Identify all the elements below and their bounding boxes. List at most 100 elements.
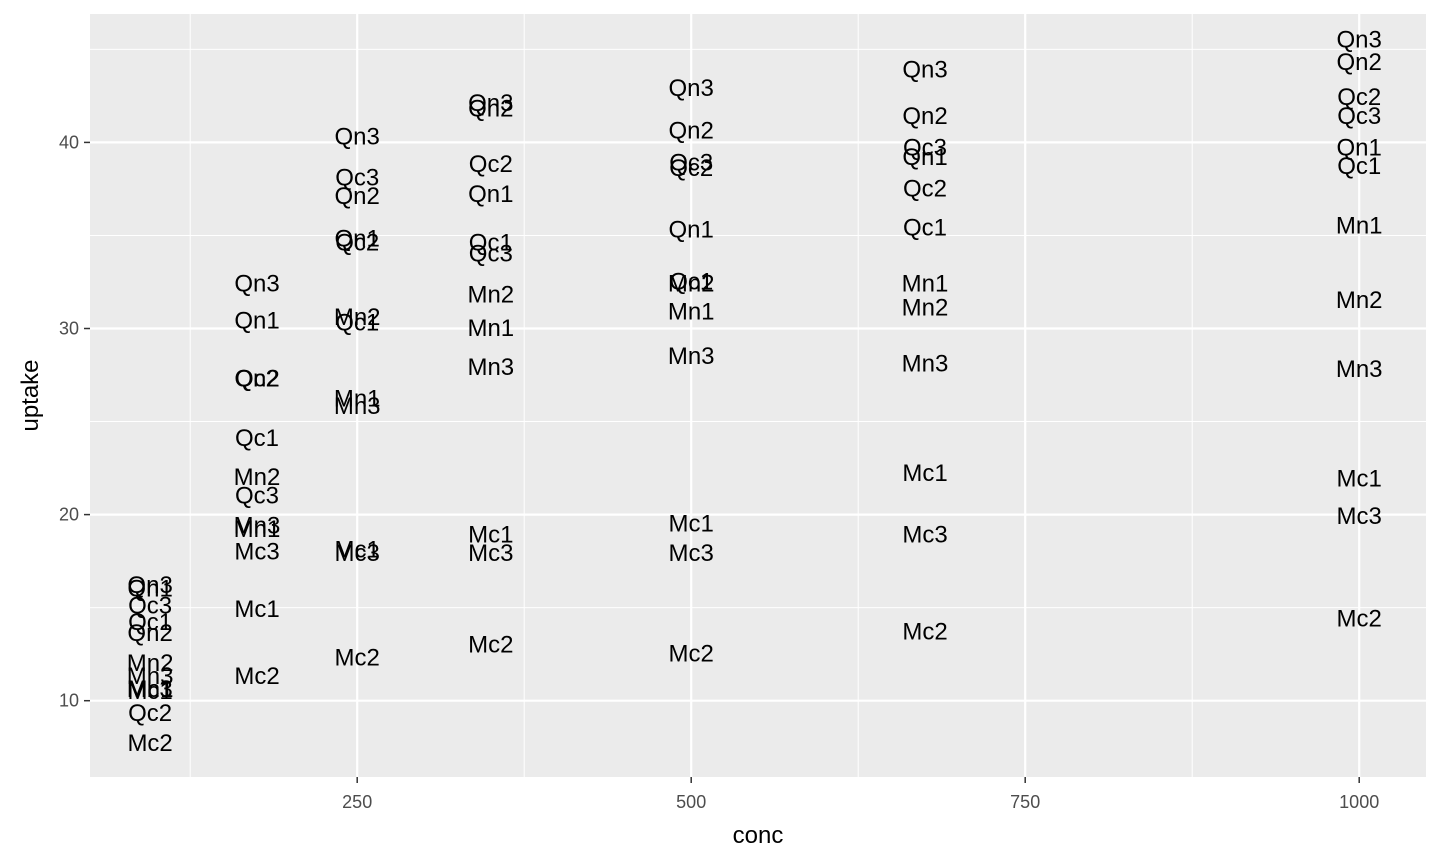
point-label: Mn3 [334,393,381,420]
y-axis-ticks: 10 20 30 40 [59,132,90,711]
point-label: Qn3 [669,75,714,102]
point-label: Mn3 [467,354,514,381]
data-points: Qn1Qn2Qn3Qc1Qc2Qc3Mn1Mn2Mn3Mc1Mc2Mc3Qn1Q… [127,27,1383,757]
point-label: Mn3 [234,512,281,539]
y-tick-label: 30 [59,319,79,339]
point-label: Qc2 [235,365,279,392]
point-label: Qn2 [1337,49,1382,76]
point-label: Qc3 [235,482,279,509]
point-label: Qn3 [1337,27,1382,54]
point-label: Qc1 [669,268,713,295]
point-label: Qc2 [903,175,947,202]
x-tick-label: 1000 [1339,792,1379,812]
point-label: Mc3 [669,540,714,567]
x-axis-title: conc [733,822,784,849]
point-label: Qn3 [468,90,513,117]
minor-gridlines [90,14,1426,777]
point-label: Mc2 [234,663,279,690]
point-label: Mc1 [234,596,279,623]
point-label: Qn2 [468,95,513,122]
point-label: Mc2 [669,641,714,668]
point-label: Qn1 [669,216,714,243]
point-label: Mn3 [668,343,715,370]
point-label: Mn2 [127,650,174,677]
point-label: Qc1 [235,425,279,452]
y-axis-title: uptake [17,359,44,431]
point-label: Qc3 [669,149,713,176]
point-label: Mc2 [335,644,380,671]
point-label: Qn3 [234,270,279,297]
point-label: Qn2 [127,620,172,647]
point-label: Qc2 [1337,84,1381,111]
x-axis-ticks: 250 500 750 1000 [342,777,1379,812]
point-label: Mn1 [668,298,715,325]
point-label: Mc3 [1337,503,1382,530]
point-label: Qn1 [335,226,380,253]
point-label: Qn1 [1337,134,1382,161]
point-label: Mn1 [1336,213,1383,240]
point-label: Qn2 [669,118,714,145]
point-label: Qc2 [128,700,172,727]
point-label: Qc3 [128,592,172,619]
point-label: Qc3 [469,241,513,268]
point-label: Qn1 [234,308,279,335]
point-label: Mc2 [127,730,172,757]
plot-panel [90,14,1426,777]
point-label: Qc2 [469,151,513,178]
point-label: Mc1 [669,510,714,537]
point-label: Mc1 [335,536,380,563]
point-label: Qc3 [1337,103,1381,130]
point-label: Qn2 [234,365,279,392]
y-tick-label: 10 [59,691,79,711]
y-tick-label: 40 [59,132,79,152]
point-label: Mn1 [127,676,174,703]
point-label: Mn2 [902,295,949,322]
point-label: Qn1 [468,181,513,208]
point-label: Mc2 [902,618,947,645]
point-label: Mc2 [468,631,513,658]
point-label: Mc3 [902,522,947,549]
point-label: Mn2 [234,464,281,491]
point-label: Qn2 [902,103,947,130]
point-label: Qc1 [335,309,379,336]
point-label: Mc2 [1337,605,1382,632]
point-label: Mc3 [468,540,513,567]
point-label: Qn3 [902,56,947,83]
point-label: Qc3 [335,164,379,191]
point-label: Qc1 [469,229,513,256]
point-label: Mn2 [1336,287,1383,314]
point-label: Qn3 [127,572,172,599]
point-label: Mc1 [127,678,172,705]
point-label: Qc2 [335,229,379,256]
point-label: Mn1 [234,516,281,543]
point-label: Qc3 [903,134,947,161]
point-label: Mn3 [1336,356,1383,383]
y-tick-label: 20 [59,505,79,525]
point-label: Qc1 [1337,153,1381,180]
major-gridlines [90,14,1426,777]
point-label: Mc3 [234,538,279,565]
point-label: Mn2 [334,304,381,331]
point-label: Qc2 [669,155,713,182]
point-label: Qc1 [128,609,172,636]
point-label: Qn1 [902,144,947,171]
point-label: Mc3 [335,540,380,567]
point-label: Qn1 [127,576,172,603]
point-label: Mn3 [902,350,949,377]
point-label: Qn2 [335,183,380,210]
point-label: Mn1 [467,315,514,342]
point-label: Qc1 [903,215,947,242]
point-label: Mn1 [902,270,949,297]
point-label: Mn2 [668,270,715,297]
x-tick-label: 500 [676,792,706,812]
x-tick-label: 250 [342,792,372,812]
point-label: Mc1 [468,522,513,549]
point-label: Mn2 [467,282,514,309]
point-label: Mn1 [334,386,381,413]
point-label: Qn3 [335,123,380,150]
point-label: Mc3 [127,676,172,703]
point-label: Mc1 [902,460,947,487]
point-label: Mc1 [1337,466,1382,493]
